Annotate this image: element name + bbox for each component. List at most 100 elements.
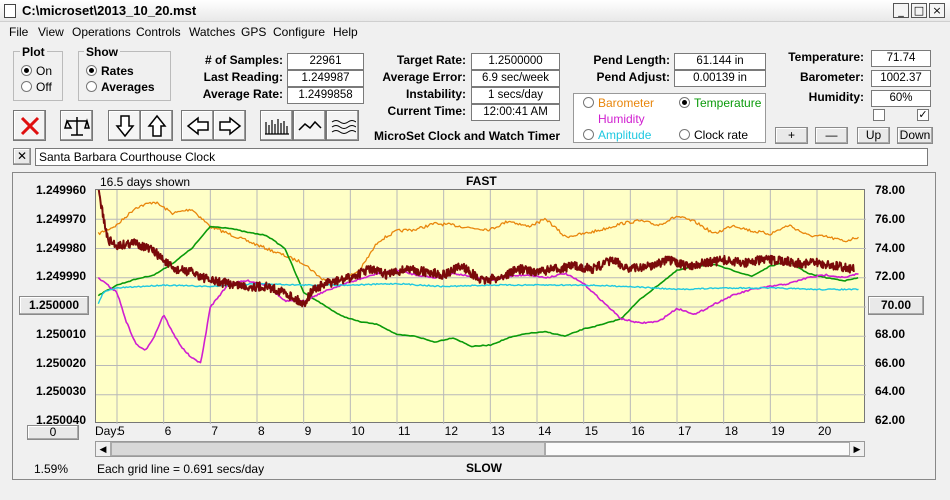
scale-up-button[interactable]: Up [857,127,890,144]
percent-label: 1.59% [34,462,69,476]
show-rates-radio[interactable]: Rates [86,64,134,78]
plot-off-radio[interactable]: Off [21,80,52,94]
arrow-right-icon[interactable] [213,110,246,141]
scale-plus-button[interactable]: + [775,127,808,144]
arrow-left-icon[interactable] [181,110,214,141]
balance-scale-icon[interactable] [60,110,93,141]
left-axis-tick: 1.249970 [35,211,86,226]
reset-button[interactable]: 0 [27,425,79,440]
menu-file[interactable]: File [9,25,29,39]
legend-barometer[interactable]: Barometer [583,96,654,110]
menu-watches[interactable]: Watches [189,25,236,39]
show-group-title: Show [84,45,120,59]
close-x-icon[interactable] [13,110,46,141]
scroll-thumb[interactable] [545,442,850,456]
plot-on-radio[interactable]: On [21,64,52,78]
menu-help[interactable]: Help [333,25,358,39]
right-axis-tick: 72.00 [875,269,906,284]
center-rate-button[interactable]: 1.250000 [19,296,89,315]
day-tick-label: 18 [724,424,739,438]
legend-humidity[interactable]: Humidity [598,112,645,126]
barometer-label: Barometer: [799,70,864,84]
temperature-series-line [97,225,859,348]
scale-down-button[interactable]: Down [897,127,933,144]
left-axis-tick: 1.250030 [35,384,86,399]
minimize-icon[interactable]: _ [893,3,909,18]
right-axis-tick: 68.00 [875,326,906,341]
humidity-label: Humidity: [808,90,864,104]
current-time-label: Current Time: [387,104,466,118]
day-tick-label: 7 [211,424,219,438]
title-bar: C:\microset\2013_10_20.mst _ □ × [0,0,950,22]
day-tick-label: 8 [258,424,265,438]
right-axis-tick: 64.00 [875,384,906,399]
pend-adjust-label: Pend Adjust: [596,70,670,84]
menu-controls[interactable]: Controls [136,25,181,39]
app-icon [4,4,16,18]
scroll-right-icon[interactable]: ▶ [849,442,864,456]
right-axis-tick: 76.00 [875,211,906,226]
left-axis-tick: 1.250020 [35,355,86,370]
day-tick-label: 11 [398,424,411,438]
plot-area [95,189,866,424]
scroll-left-icon[interactable]: ◀ [96,442,111,456]
plot-group-title: Plot [20,45,47,59]
last-reading-value: 1.249987 [287,70,364,87]
menu-configure[interactable]: Configure [273,25,326,39]
legend-clock-rate[interactable]: Clock rate [679,128,748,142]
right-axis-tick: 74.00 [875,240,906,255]
amplitude-series-line [97,282,859,304]
rate-series-line [97,189,855,308]
barometer-value: 1002.37 [871,70,931,87]
day-tick-label: 13 [491,424,505,438]
left-axis-tick: 1.249980 [35,240,86,255]
legend-temperature[interactable]: Temperature [679,96,761,110]
clear-name-button[interactable]: ✕ [13,148,31,165]
pend-length-value[interactable]: 61.144 in [674,53,766,70]
day-tick-label: 12 [444,424,459,438]
menu-view[interactable]: View [38,25,64,39]
maximize-icon[interactable]: □ [911,3,927,18]
samples-value: 22961 [287,53,364,70]
grid-note: Each grid line = 0.691 secs/day [97,462,265,476]
day-tick-label: 15 [584,424,599,438]
wave-graph-icon[interactable] [326,110,359,141]
line-graph-icon[interactable] [293,110,326,141]
day-tick-label: 19 [771,424,785,438]
left-axis-tick: 1.250010 [35,326,86,341]
right-axis-tick: 66.00 [875,355,906,370]
checkbox-1[interactable] [873,109,885,121]
barometer-series-line [97,201,859,283]
arrow-up-icon[interactable] [140,110,173,141]
average-rate-value: 1.2499858 [287,87,364,104]
day-tick-label: 14 [538,424,552,438]
pend-length-label: Pend Length: [593,53,670,67]
bar-graph-icon[interactable] [260,110,293,141]
horizontal-scrollbar[interactable]: ◀ ▶ [95,441,865,457]
menu-gps[interactable]: GPS [241,25,267,39]
close-icon[interactable]: × [929,3,945,18]
center-right-button[interactable]: 70.00 [868,296,924,315]
target-rate-value[interactable]: 1.2500000 [471,53,560,70]
last-reading-label: Last Reading: [203,70,283,84]
average-error-value: 6.9 sec/week [471,70,560,87]
clock-name-input[interactable]: Santa Barbara Courthouse Clock [35,148,928,166]
humidity-value: 60% [871,90,931,107]
days-shown: 16.5 days shown [100,175,191,189]
chart-svg [96,189,866,424]
scale-minus-button[interactable]: — [815,127,848,144]
left-axis-tick: 1.249990 [35,269,86,284]
menu-operations[interactable]: Operations [72,25,131,39]
checkbox-2[interactable]: ✓ [917,109,929,121]
day-tick-label: 10 [351,424,365,438]
legend-amplitude[interactable]: Amplitude [583,128,651,142]
show-averages-radio[interactable]: Averages [86,80,155,94]
arrow-down-icon[interactable] [108,110,141,141]
instability-value: 1 secs/day [471,87,560,104]
pend-adjust-value[interactable]: 0.00139 in [674,70,766,87]
left-axis-tick: 1.249960 [35,183,86,197]
day-tick-label: 20 [818,424,832,438]
scroll-track[interactable] [111,442,545,456]
day-tick-label: 9 [304,424,312,438]
average-rate-label: Average Rate: [202,87,283,101]
